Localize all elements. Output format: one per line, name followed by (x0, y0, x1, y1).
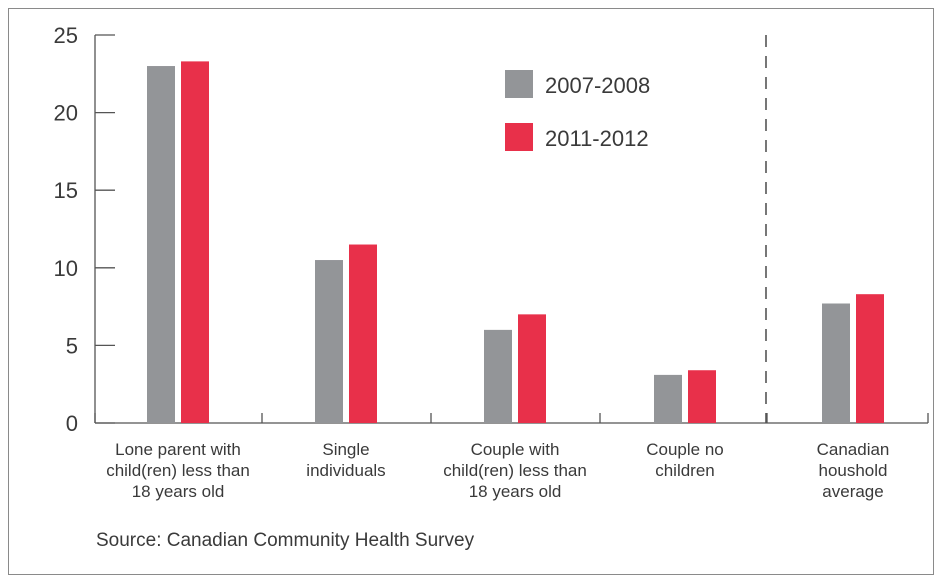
bars (147, 61, 884, 423)
bar-2007-2008-4 (822, 303, 850, 423)
y-tick-label: 0 (66, 411, 78, 436)
x-category-label: children (655, 461, 715, 480)
axes: 0 5 10 15 20 25 (54, 23, 929, 436)
x-category-label: child(ren) less than (443, 461, 587, 480)
x-category-label: Lone parent with (115, 440, 241, 459)
legend-label-2007-2008: 2007-2008 (545, 73, 650, 98)
x-category-label: 18 years old (469, 482, 562, 501)
source-note: Source: Canadian Community Health Survey (96, 530, 475, 551)
bar-2011-2012-3 (688, 370, 716, 423)
legend-label-2011-2012: 2011-2012 (545, 126, 649, 151)
x-category-label: Couple no (646, 440, 724, 459)
y-tick-label: 25 (54, 23, 78, 48)
x-category-label: Couple with (471, 440, 560, 459)
y-tick-label: 10 (54, 256, 78, 281)
bar-2011-2012-4 (856, 294, 884, 423)
x-category-label: Single (322, 440, 369, 459)
legend-swatch-2007-2008 (505, 70, 533, 98)
legend: 2007-2008 2011-2012 (505, 70, 650, 151)
y-tick-label: 5 (66, 333, 78, 358)
x-category-label: child(ren) less than (106, 461, 250, 480)
bar-2011-2012-1 (349, 244, 377, 423)
y-tick-label: 15 (54, 178, 78, 203)
x-category-label: individuals (306, 461, 385, 480)
x-category-label: average (822, 482, 883, 501)
bar-2007-2008-2 (484, 329, 512, 423)
bar-2007-2008-0 (147, 66, 175, 423)
legend-swatch-2011-2012 (505, 123, 533, 151)
bar-2007-2008-3 (654, 374, 682, 423)
x-category-label: 18 years old (132, 482, 225, 501)
bar-2011-2012-0 (181, 61, 209, 423)
bar-2011-2012-2 (518, 314, 546, 423)
x-category-label: Canadian (817, 440, 890, 459)
y-tick-label: 20 (54, 101, 78, 126)
bar-2007-2008-1 (315, 260, 343, 423)
category-labels: Lone parent with child(ren) less than 18 y… (106, 440, 889, 501)
x-category-label: houshold (818, 461, 887, 480)
